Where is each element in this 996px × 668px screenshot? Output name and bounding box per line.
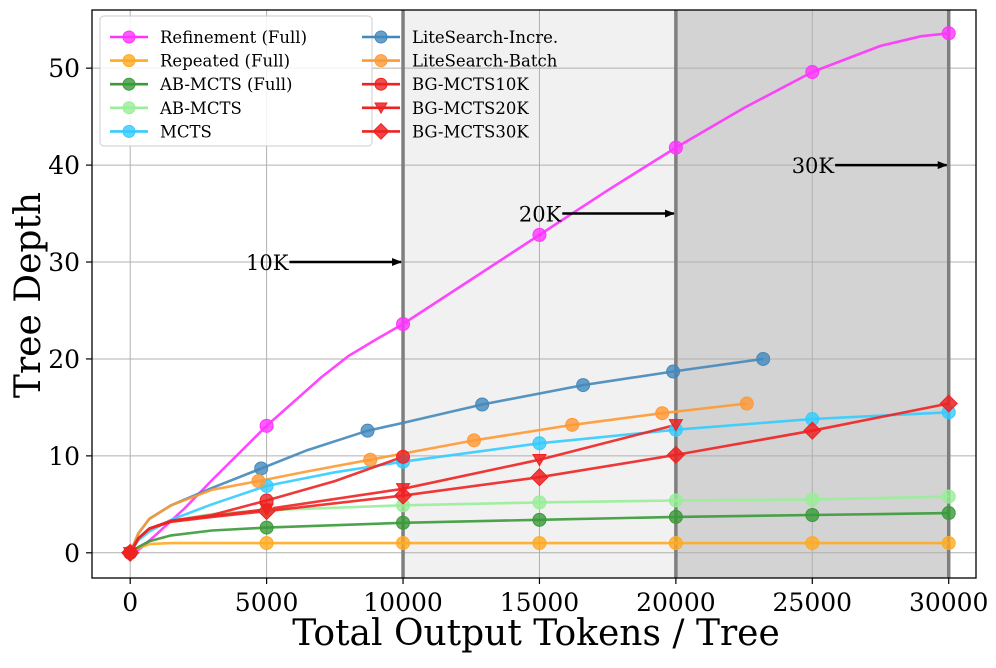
data-point-ab-mcts	[668, 493, 683, 508]
legend-marker	[122, 54, 136, 68]
legend-label: Repeated (Full)	[160, 52, 290, 71]
data-point-bg-mcts30k	[803, 421, 822, 440]
data-point-refinement-full	[941, 26, 956, 41]
data-point-mcts	[532, 436, 547, 451]
data-point-litesearch-batch	[363, 452, 378, 467]
y-tick-label: 50	[48, 54, 80, 83]
series-line-litesearch-batch	[129, 402, 747, 554]
y-tick-label: 30	[48, 248, 80, 277]
data-point-bg-mcts30k	[121, 543, 140, 562]
x-tick-label: 5000	[235, 588, 299, 617]
y-tick-label: 40	[48, 151, 80, 180]
data-point-litesearch-batch	[466, 433, 481, 448]
data-point-refinement-full	[396, 317, 411, 332]
legend-box	[99, 15, 373, 147]
legend-label: MCTS	[160, 122, 212, 141]
x-tick-label: 30000	[909, 588, 989, 617]
data-point-bg-mcts30k	[666, 445, 686, 465]
plot-frame	[91, 9, 977, 579]
data-point-bg-mcts30k	[393, 486, 413, 505]
data-point-ab-mcts-full	[396, 515, 411, 530]
data-point-litesearch-incre	[475, 397, 490, 412]
y-tick-label: 10	[48, 442, 80, 471]
legend-label: AB-MCTS	[159, 99, 242, 118]
axis-ticks: 0 5000 10000 15000 20000 25000 30000 0 10 20 30 40 5…	[48, 54, 988, 617]
data-point-ab-mcts-full	[668, 509, 683, 524]
data-point-bg-mcts30k	[530, 468, 549, 487]
data-point-ab-mcts	[805, 492, 820, 507]
legend-marker	[122, 77, 136, 91]
data-point-ab-mcts-full	[805, 507, 820, 522]
legend-label: BG-MCTS20K	[412, 99, 529, 118]
annotation-label: 20K	[519, 203, 562, 227]
legend-label: AB-MCTS (Full)	[159, 75, 293, 94]
legend-marker	[374, 30, 388, 44]
data-point-litesearch-batch	[739, 396, 754, 411]
legend-label: Refinement (Full)	[160, 28, 307, 47]
legend-marker	[374, 54, 388, 68]
x-axis-title: Total Output Tokens / Tree	[292, 613, 780, 654]
legend-marker	[122, 124, 136, 138]
annotations: 10K 20K 30K	[246, 154, 948, 275]
data-point-repeated-full	[532, 536, 547, 551]
data-point-litesearch-batch	[655, 406, 670, 421]
data-point-bg-mcts20k	[668, 419, 684, 432]
data-point-litesearch-incre	[254, 461, 269, 476]
data-point-refinement-full	[259, 418, 274, 433]
data-point-repeated-full	[941, 536, 956, 551]
x-tick-label: 0	[122, 588, 138, 617]
data-point-litesearch-incre	[666, 364, 681, 379]
data-point-ab-mcts-full	[532, 512, 547, 527]
legend-marker	[122, 101, 136, 115]
data-point-bg-mcts20k	[532, 454, 547, 467]
data-point-refinement-full	[668, 140, 683, 155]
legend-label: LiteSearch-Incre.	[412, 28, 558, 47]
x-tick-label: 25000	[773, 588, 853, 617]
x-tick-label: 20000	[636, 588, 716, 617]
data-point-litesearch-batch	[251, 474, 266, 489]
data-point-ab-mcts	[532, 495, 547, 510]
data-point-litesearch-incre	[360, 423, 375, 438]
x-tick-label: 10000	[363, 588, 443, 617]
data-point-bg-mcts30k	[939, 394, 958, 413]
legend: Refinement (Full) Repeated (Full) AB-MCTS …	[99, 15, 558, 147]
data-point-bg-mcts10k	[396, 449, 411, 464]
annotation-label: 30K	[792, 154, 835, 178]
data-point-bg-mcts30k	[257, 501, 276, 521]
legend-label: LiteSearch-Batch	[412, 52, 558, 71]
legend-label: BG-MCTS10K	[412, 75, 529, 94]
annotation-label: 10K	[246, 251, 289, 275]
x-tick-label: 15000	[500, 588, 580, 617]
legend-marker	[372, 122, 390, 140]
data-point-repeated-full	[396, 536, 411, 551]
data-point-repeated-full	[259, 536, 274, 551]
data-point-ab-mcts	[941, 489, 956, 504]
data-point-ab-mcts-full	[259, 520, 274, 535]
y-axis-title: Tree Depth	[8, 192, 49, 398]
data-point-refinement-full	[532, 227, 547, 242]
data-point-litesearch-incre	[576, 378, 591, 393]
data-point-litesearch-incre	[756, 351, 771, 366]
data-point-ab-mcts-full	[941, 506, 956, 521]
data-point-repeated-full	[668, 536, 683, 551]
series-line-mcts	[129, 411, 949, 554]
data-point-litesearch-batch	[565, 417, 580, 432]
y-tick-label: 0	[64, 539, 80, 568]
legend-marker	[122, 30, 136, 44]
series-markers	[121, 26, 958, 562]
legend-marker	[374, 102, 388, 115]
data-point-refinement-full	[805, 65, 820, 80]
legend-marker	[374, 77, 388, 91]
data-point-repeated-full	[805, 536, 820, 551]
legend-label: BG-MCTS30K	[412, 122, 529, 141]
y-tick-label: 20	[48, 345, 80, 374]
